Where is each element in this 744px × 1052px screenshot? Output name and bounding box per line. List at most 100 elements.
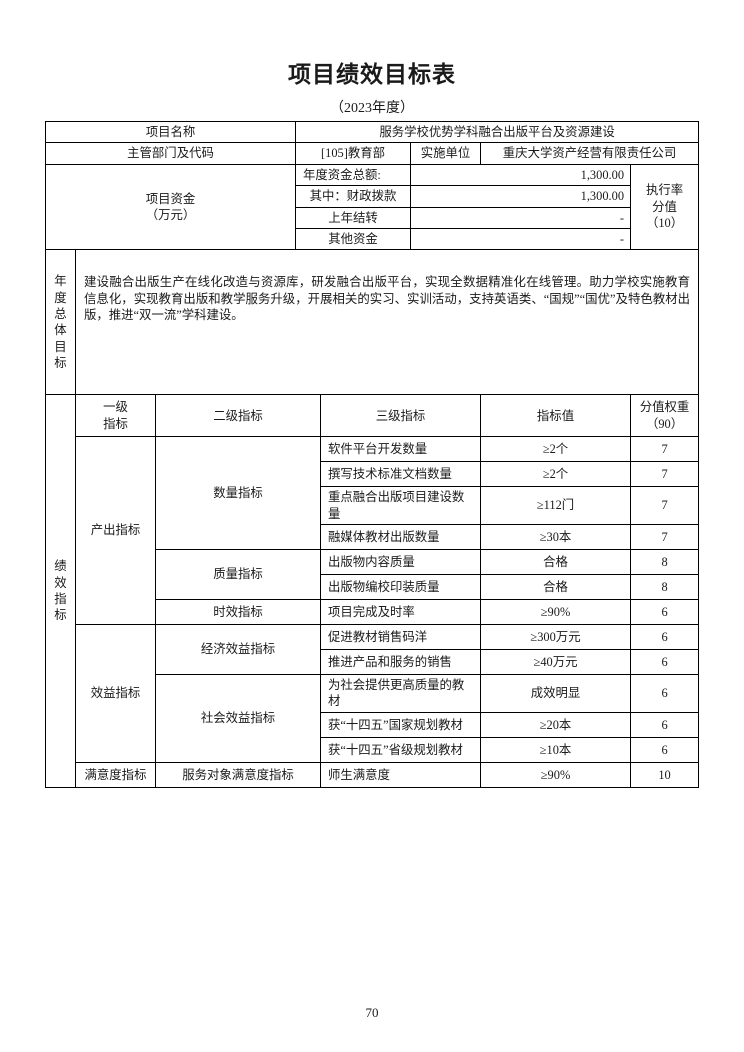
level3-label: 获“十四五”省级规划教材 bbox=[320, 736, 482, 763]
indicator-value: ≥2个 bbox=[480, 436, 632, 463]
page-number: 70 bbox=[365, 1005, 379, 1020]
funds-row-name-0: 年度资金总额: bbox=[295, 163, 412, 187]
header-weight: 分值权重 （90） bbox=[630, 394, 700, 438]
table-row: 产出指标 数量指标 软件平台开发数量 ≥2个 7 bbox=[46, 436, 700, 625]
side-label-char-1: 效 bbox=[54, 575, 67, 590]
level2-economic: 经济效益指标 bbox=[154, 624, 322, 675]
table-row-funds-total: 项目资金 （万元） 年度资金总额: 1,300.00 执行率 分值 （10） bbox=[44, 163, 700, 251]
indicator-weight: 6 bbox=[630, 674, 700, 713]
exec-rate-line3: （10） bbox=[645, 216, 684, 231]
annual-goal-label-char-4: 目 bbox=[54, 339, 67, 354]
header-level1-line1: 一级 bbox=[103, 400, 128, 415]
header-weight-line2: （90） bbox=[645, 416, 684, 431]
exec-rate-score-label: 执行率 分值 （10） bbox=[630, 163, 700, 251]
indicator-value: 合格 bbox=[480, 574, 632, 600]
level3-label: 师生满意度 bbox=[320, 761, 482, 788]
level3-label: 项目完成及时率 bbox=[320, 599, 482, 625]
level3-label: 出版物内容质量 bbox=[320, 549, 482, 575]
header-level1: 一级 指标 bbox=[75, 394, 156, 438]
indicator-value: ≥90% bbox=[480, 599, 632, 625]
annual-goal-text: 建设融合出版生产在线化改造与资源库，研发融合出版平台，实现全数据精准化在线管理。… bbox=[74, 249, 700, 396]
level2-quality: 质量指标 bbox=[154, 549, 322, 600]
table-row-department: 主管部门及代码 [105]教育部 实施单位 重庆大学资产经营有限责任公司 bbox=[44, 142, 700, 165]
funds-row-value-0: 1,300.00 bbox=[410, 163, 632, 187]
indicator-value: ≥30本 bbox=[480, 524, 632, 550]
project-name-value: 服务学校优势学科融合出版平台及资源建设 bbox=[295, 120, 700, 144]
funds-row-value-3: - bbox=[410, 227, 632, 251]
project-name-label: 项目名称 bbox=[44, 120, 297, 144]
funds-row-name-1: 其中：财政拨款 bbox=[295, 185, 412, 208]
annual-goal-label-char-5: 标 bbox=[54, 356, 67, 370]
funds-row-value-1: 1,300.00 bbox=[410, 185, 632, 208]
level3-label: 推进产品和服务的销售 bbox=[320, 649, 482, 675]
indicator-value: 成效明显 bbox=[480, 674, 632, 713]
funds-row-value-2: - bbox=[410, 206, 632, 229]
unit-value: 重庆大学资产经营有限责任公司 bbox=[480, 142, 700, 165]
table-row-funds-other: 其他资金 - bbox=[46, 227, 699, 251]
table-row: 推进产品和服务的销售 ≥40万元 6 bbox=[46, 649, 700, 675]
indicator-value: ≥112门 bbox=[480, 486, 632, 525]
page-subtitle: （2023年度） bbox=[330, 101, 414, 116]
indicator-value: ≥90% bbox=[480, 761, 632, 788]
annual-goal-label-char-1: 度 bbox=[54, 290, 67, 305]
annual-goal-label-char-0: 年 bbox=[54, 274, 67, 289]
level1-satisfaction: 满意度指标 bbox=[75, 761, 156, 788]
level2-timeliness: 时效指标 bbox=[154, 599, 322, 625]
indicator-weight: 7 bbox=[630, 524, 700, 550]
funds-label-line1: 项目资金 bbox=[145, 191, 196, 206]
indicator-value: ≥300万元 bbox=[480, 624, 632, 650]
level3-label: 重点融合出版项目建设数量 bbox=[320, 486, 482, 525]
header-level2: 二级指标 bbox=[154, 394, 322, 438]
annual-goal-label-char-3: 体 bbox=[54, 323, 67, 338]
indicator-weight: 7 bbox=[630, 486, 700, 525]
department-value: [105]教育部 bbox=[295, 142, 412, 165]
header-level3: 三级指标 bbox=[320, 394, 482, 438]
unit-label: 实施单位 bbox=[410, 142, 482, 165]
indicator-weight: 10 bbox=[630, 761, 700, 788]
funds-label: 项目资金 （万元） bbox=[44, 163, 297, 251]
level3-label: 出版物编校印装质量 bbox=[320, 574, 482, 600]
table-row-annual-goal: 年 度 总 体 目 标 建设融合出版生产在线化改造与资源库，研发融合出版平台，实… bbox=[45, 249, 700, 396]
header-weight-line1: 分值权重 bbox=[639, 400, 690, 415]
level2-quantity: 数量指标 bbox=[154, 436, 322, 550]
level2-service-satisfaction: 服务对象满意度指标 bbox=[154, 761, 322, 788]
level2-social: 社会效益指标 bbox=[154, 674, 322, 763]
level1-benefit: 效益指标 bbox=[75, 624, 156, 763]
table-row: 撰写技术标准文档数量 ≥2个 7 bbox=[46, 461, 700, 488]
header-level1-line2: 指标 bbox=[103, 416, 128, 431]
table-row-indicator-header: 绩 效 指 标 一级 指标 二级指标 三级指标 指标值 分值权重 （90） bbox=[45, 394, 700, 788]
indicator-weight: 8 bbox=[630, 549, 700, 575]
level3-label: 软件平台开发数量 bbox=[320, 436, 482, 463]
indicator-weight: 8 bbox=[630, 574, 700, 600]
indicator-weight: 6 bbox=[630, 711, 700, 738]
funds-row-name-3: 其他资金 bbox=[295, 227, 412, 251]
table-row-project-name: 项目名称 服务学校优势学科融合出版平台及资源建设 bbox=[44, 120, 700, 144]
table-row: 质量指标 出版物内容质量 合格 8 bbox=[46, 549, 700, 600]
level3-label: 为社会提供更高质量的教材 bbox=[320, 674, 482, 713]
side-label-char-2: 指 bbox=[54, 592, 67, 606]
header-indicator-value: 指标值 bbox=[480, 394, 632, 438]
exec-rate-line1: 执行率 bbox=[645, 183, 684, 198]
indicator-value: ≥40万元 bbox=[480, 649, 632, 675]
funds-row-name-2: 上年结转 bbox=[295, 206, 412, 229]
performance-goal-table: 项目名称 服务学校优势学科融合出版平台及资源建设 主管部门及代码 [105]教育… bbox=[44, 120, 700, 788]
table-row: 社会效益指标 为社会提供更高质量的教材 成效明显 6 bbox=[46, 674, 700, 763]
department-label: 主管部门及代码 bbox=[44, 142, 297, 165]
table-row: 融媒体教材出版数量 ≥30本 7 bbox=[46, 524, 700, 550]
level3-label: 撰写技术标准文档数量 bbox=[320, 461, 482, 488]
level3-label: 融媒体教材出版数量 bbox=[320, 524, 482, 550]
table-row: 获“十四五”国家规划教材 ≥20本 6 bbox=[46, 711, 700, 738]
indicator-value: ≥20本 bbox=[480, 711, 632, 738]
indicator-weight: 7 bbox=[630, 436, 700, 463]
table-row: 效益指标 经济效益指标 促进教材销售码洋 ≥300万元 6 bbox=[46, 624, 700, 763]
level1-output: 产出指标 bbox=[75, 436, 156, 625]
indicator-weight: 6 bbox=[630, 736, 700, 763]
performance-indicator-side-label: 绩 效 指 标 bbox=[45, 394, 76, 788]
funds-label-line2: （万元） bbox=[145, 208, 196, 222]
indicator-weight: 6 bbox=[630, 624, 700, 650]
side-label-char-3: 标 bbox=[54, 608, 67, 623]
indicator-value: ≥10本 bbox=[480, 736, 632, 763]
table-row: 满意度指标 服务对象满意度指标 师生满意度 ≥90% 10 bbox=[46, 761, 700, 788]
indicator-value: 合格 bbox=[480, 549, 632, 575]
